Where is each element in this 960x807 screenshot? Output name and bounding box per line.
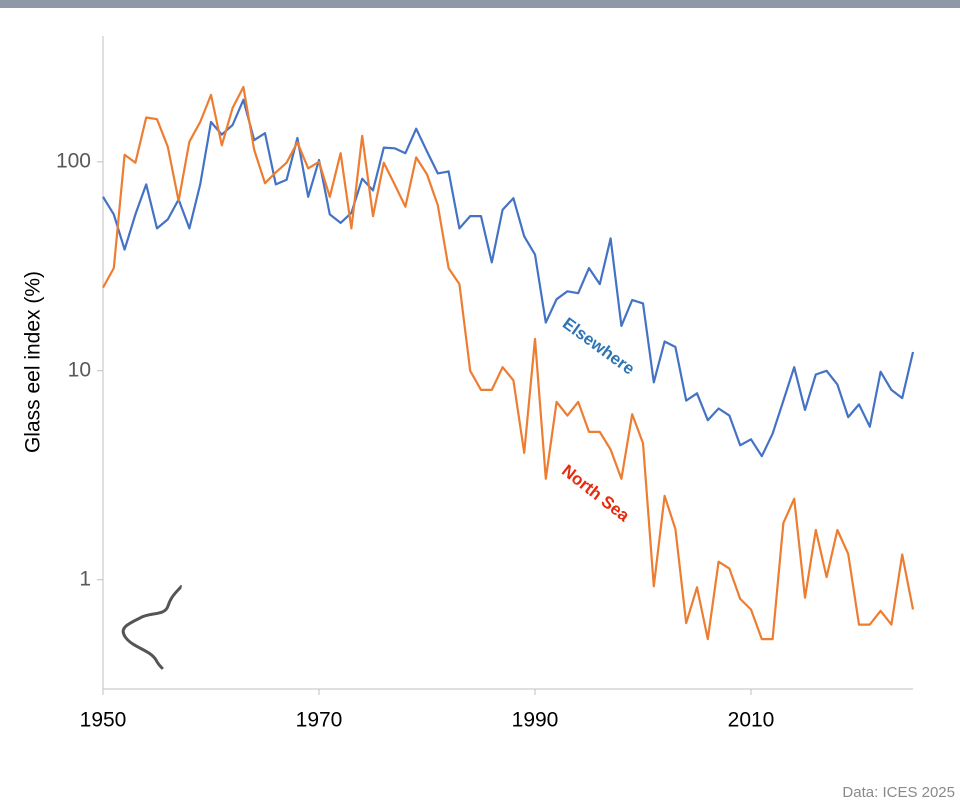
x-tick-label: 1950 [80,709,127,732]
x-tick-label: 1970 [296,709,343,732]
y-tick-label: 1 [79,567,91,590]
source-note: Data: ICES 2025 [842,784,955,801]
x-tick-label: 2010 [728,709,775,732]
top-bar [0,0,960,8]
y-tick-label: 100 [56,149,91,172]
x-tick-label: 1990 [512,709,559,732]
series-line [102,98,915,458]
series-line [102,85,915,641]
y-tick-label: 10 [68,358,91,381]
eel-icon [121,585,182,670]
y-axis-label: Glass eel index (%) [22,271,45,453]
series-label: Elsewhere [559,314,638,379]
